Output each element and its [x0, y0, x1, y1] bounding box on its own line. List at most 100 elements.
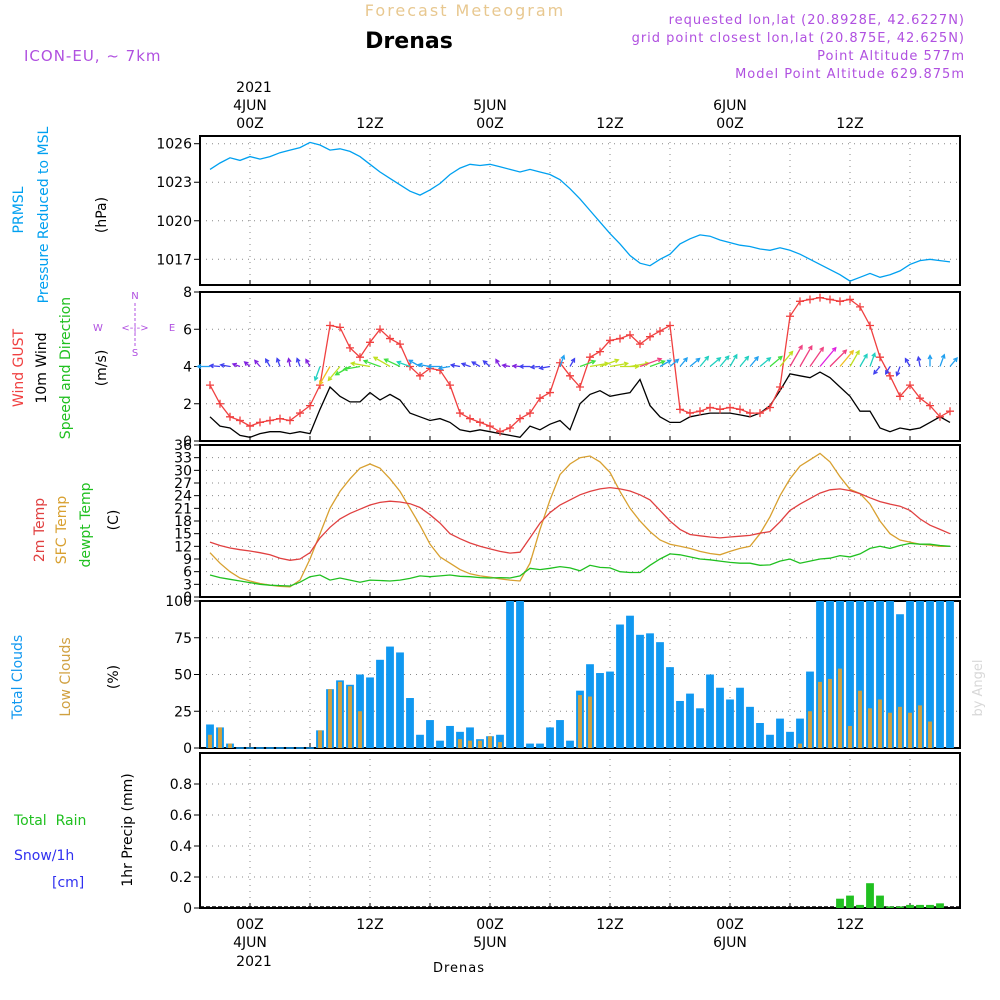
low-cloud-bar — [918, 705, 922, 748]
wind-arrow-head — [777, 355, 783, 361]
top-date-label: 5JUN — [473, 98, 507, 114]
total-cloud-bar — [926, 601, 934, 748]
wind-arrow-head — [819, 346, 824, 352]
gust-marker — [816, 293, 824, 302]
wind-labels: Wind GUST 10m Wind Speed and Direction (… — [11, 291, 175, 439]
wind-unit: (m/s) — [94, 350, 110, 387]
gust-marker — [606, 336, 614, 345]
gust-marker — [516, 414, 524, 423]
wind-arrow-head — [732, 353, 738, 359]
gridpoint-coords: grid point closest lon,lat (20.875E, 42.… — [632, 31, 965, 46]
total-cloud-bar — [766, 734, 774, 748]
wind-direction-arrow — [569, 358, 576, 367]
gust-marker — [806, 295, 814, 304]
product-title: Forecast Meteogram — [365, 1, 565, 20]
gust-marker — [276, 414, 284, 423]
total-cloud-bar — [396, 652, 404, 748]
wind-arrow-head — [623, 361, 630, 367]
y-tick-label: 2 — [183, 397, 192, 413]
wind-arrow-head — [313, 376, 319, 382]
total-cloud-bar — [856, 601, 864, 748]
low-cloud-bar — [358, 711, 362, 748]
low-cloud-bar — [478, 740, 482, 748]
wind-direction-arrow — [397, 361, 411, 368]
wind-arrow-head — [904, 357, 910, 363]
wind-arrow-head — [953, 357, 958, 363]
bottom-year: 2021 — [236, 954, 272, 970]
wind-direction-arrow — [220, 364, 231, 368]
wind-direction-arrow — [335, 365, 351, 376]
wind-arrow-head — [871, 352, 877, 358]
top-year: 2021 — [236, 80, 272, 96]
wind-direction-arrow — [579, 360, 596, 368]
panel-frame — [199, 444, 961, 598]
wind-arrow-head — [744, 355, 750, 361]
total-cloud-bar — [826, 601, 834, 748]
total-cloud-bar — [516, 601, 524, 748]
wind-direction-arrow — [314, 366, 321, 381]
total-cloud-bar — [506, 601, 514, 748]
total-cloud-bar — [816, 601, 824, 748]
wind-direction-arrow — [530, 365, 541, 368]
rain-bar — [906, 904, 914, 908]
wind-arrow-head — [766, 356, 772, 362]
top-date-label: 6JUN — [713, 98, 747, 114]
pressure-line — [209, 141, 951, 282]
low-cloud-bar — [808, 711, 812, 748]
pressure-labels: PRMSL Pressure Reduced to MSL (hPa) — [11, 126, 110, 303]
bottom-date-label: 5JUN — [473, 935, 507, 951]
low-cloud-bar — [818, 681, 822, 748]
gust-marker — [946, 407, 954, 416]
total-cloud-bar — [436, 740, 444, 748]
wind-direction-arrow — [471, 361, 481, 368]
y-tick-label: 100 — [165, 594, 192, 610]
low-cloud-bar — [868, 708, 872, 748]
y-tick-label: 9 — [183, 552, 192, 568]
wind-arrow-head — [417, 362, 423, 368]
y-tick-label: 6 — [183, 565, 192, 581]
wind-direction-arrow — [719, 355, 730, 367]
y-tick-label: 0 — [183, 901, 192, 917]
gust-marker — [456, 409, 464, 418]
wind-direction-arrow — [276, 358, 281, 367]
low-cloud-bar — [498, 742, 502, 748]
low-cloud-bar — [218, 727, 222, 748]
wind-direction-arrow — [885, 366, 891, 375]
compass-n: N — [131, 291, 138, 302]
total-cloud-bar — [876, 601, 884, 748]
gust-marker — [876, 353, 884, 362]
gust-marker — [916, 394, 924, 403]
gust-marker — [366, 338, 374, 347]
wind-arrow-head — [529, 364, 535, 370]
wind-direction-arrow — [343, 365, 361, 371]
wind-arrow-head — [319, 380, 324, 386]
station-title: Drenas — [365, 29, 453, 54]
cloud-panel: 0 25 50 75 100 — [165, 594, 961, 757]
pressure-unit: (hPa) — [94, 197, 110, 233]
wind-direction-arrow — [917, 357, 921, 367]
pressure-label-desc: Pressure Reduced to MSL — [36, 126, 52, 303]
total-cloud-bar — [896, 614, 904, 748]
wind-arrow-head — [674, 358, 680, 364]
wind-direction-arrow — [869, 353, 876, 367]
wind-arrow-head — [501, 363, 507, 369]
y-tick-label: 12 — [174, 539, 192, 555]
wind-arrow-head — [855, 349, 860, 355]
wind-arrow-head — [342, 366, 348, 372]
gust-marker — [286, 416, 294, 425]
pressure-label-prmsl: PRMSL — [11, 186, 27, 233]
wind-arrow-head — [754, 355, 759, 361]
total-cloud-bar — [936, 601, 944, 748]
y-tick-label: 24 — [174, 489, 192, 505]
wind-direction-arrow — [559, 355, 565, 367]
gust-marker — [796, 297, 804, 306]
gust-marker — [226, 412, 234, 421]
gust-marker — [686, 409, 694, 418]
total-cloud-bar — [806, 671, 814, 748]
wind-direction-arrow — [669, 358, 679, 367]
wind-arrow-head — [863, 353, 868, 359]
total-cloud-bar — [376, 659, 384, 748]
gust-marker — [246, 422, 254, 431]
y-tick-label: 1026 — [156, 137, 192, 153]
sfc-temp-line — [209, 452, 950, 588]
